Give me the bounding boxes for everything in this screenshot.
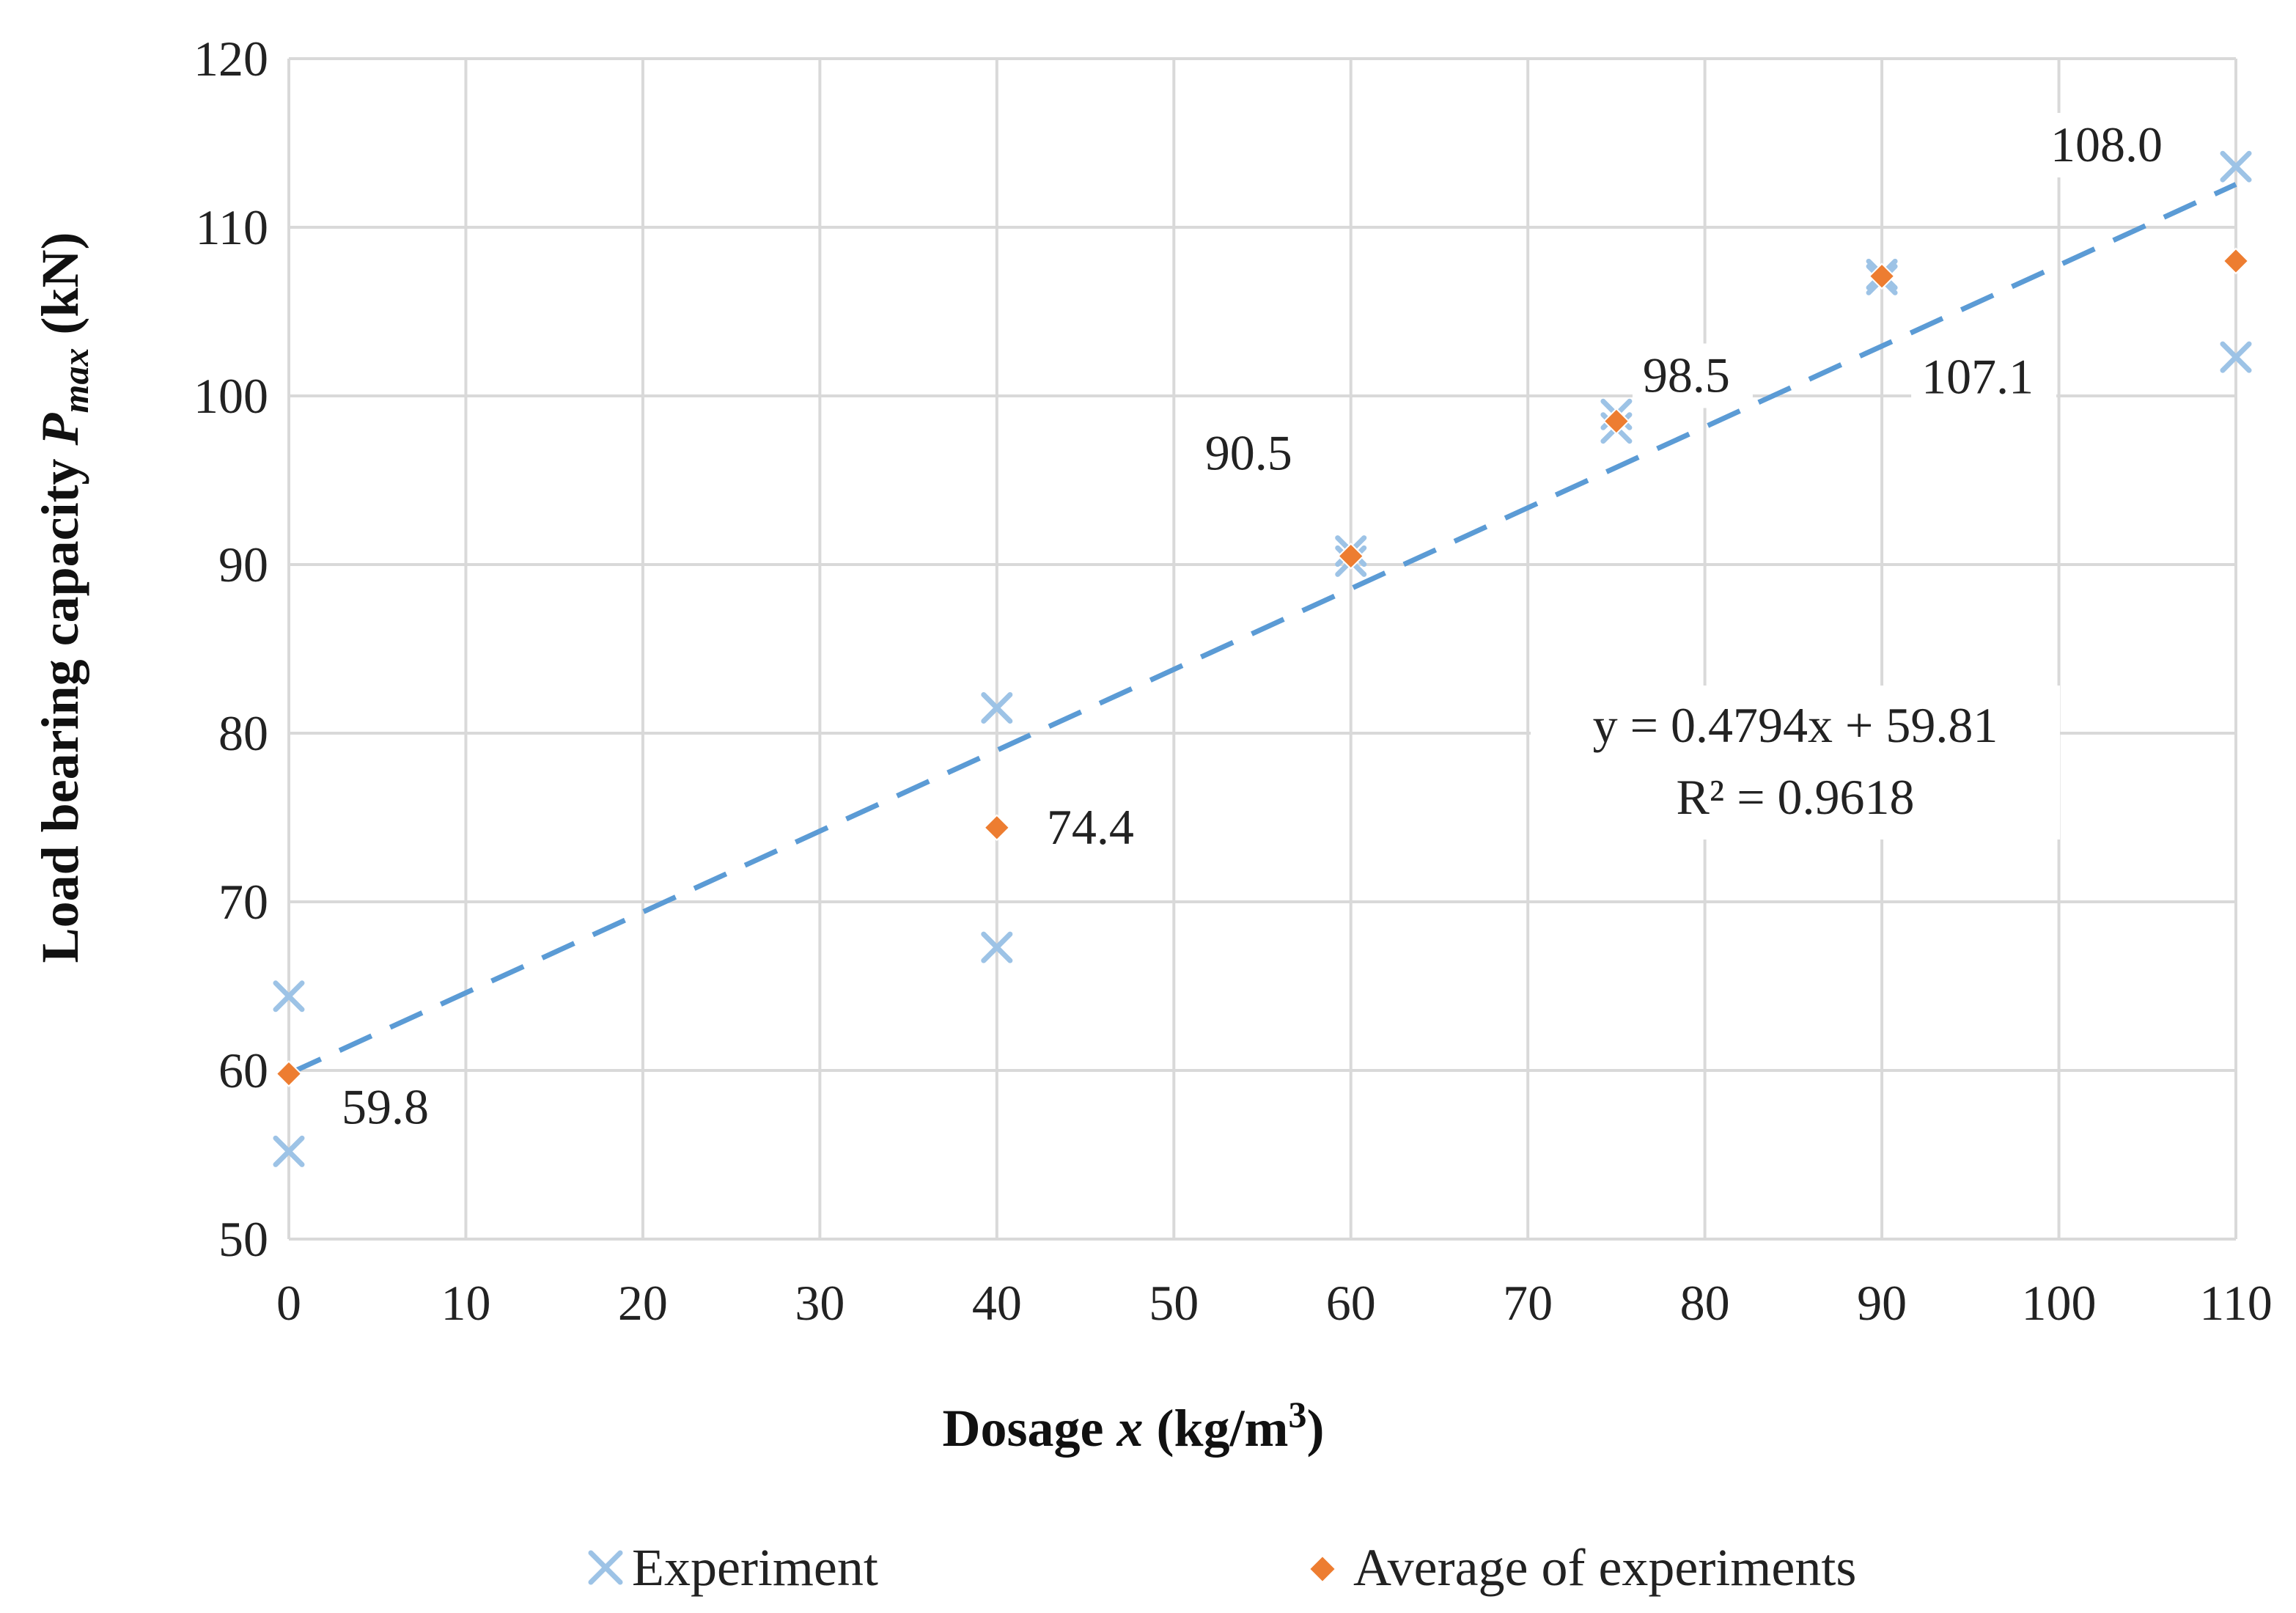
legend-experiment-label: Experiment: [632, 1538, 878, 1597]
x-axis-title: Dosage x (kg/m3): [943, 1394, 1325, 1458]
average-point: [1868, 262, 1896, 290]
legend-item-experiment: Experiment: [588, 1538, 878, 1597]
x-axis-title-var: x: [1116, 1399, 1144, 1458]
x-tick-label: 60: [1326, 1275, 1376, 1331]
trendline-equation: y = 0.4794x + 59.81 R² = 0.9618: [1531, 686, 2060, 839]
x-tick-label: 80: [1680, 1275, 1730, 1331]
x-tick-label: 40: [972, 1275, 1022, 1331]
y-axis-title: Load bearing capacity Pmax (kN): [31, 232, 96, 963]
data-label-background: [1632, 343, 1753, 408]
experiment-point-stroke: [2220, 150, 2252, 183]
experiment-point: [981, 692, 1013, 724]
gridlines: [287, 57, 2237, 1241]
y-tick-label: 60: [218, 1043, 268, 1098]
y-tick-label: 120: [194, 31, 268, 87]
experiment-point: [2220, 341, 2252, 373]
data-label: 74.4: [1047, 799, 1134, 855]
x-axis-title-sup: 3: [1289, 1394, 1307, 1435]
experiment-point-stroke: [981, 931, 1013, 963]
tick-labels: 50 60 70 80 90 100 110 120 0 10 20 30 40 50 60 70 80 90 10…: [194, 31, 2273, 1331]
y-axis-title-var: P: [31, 412, 89, 446]
x-tick-label: 20: [618, 1275, 668, 1331]
trendline-r2-text: R² = 0.9618: [1676, 769, 1914, 825]
data-label-background: [1911, 345, 2057, 410]
experiment-point: [273, 1135, 305, 1167]
y-tick-label: 110: [196, 199, 268, 255]
y-tick-label: 90: [218, 537, 268, 592]
y-tick-label: 100: [194, 368, 268, 424]
data-label: 90.5: [1205, 425, 1292, 481]
legend-average-diamond-icon: [1308, 1554, 1337, 1584]
y-tick-label: 80: [218, 705, 268, 761]
data-labels: 59.8 74.4 90.5 98.5 107.1 108.0: [342, 113, 2173, 1135]
experiment-point-stroke: [273, 1135, 305, 1167]
x-tick-label: 30: [795, 1275, 845, 1331]
average-point: [1337, 543, 1365, 570]
average-point: [2222, 247, 2250, 275]
equation-background: [1531, 686, 2060, 839]
data-label: 107.1: [1921, 349, 2034, 405]
data-marks: [273, 150, 2252, 1167]
experiment-point: [2220, 150, 2252, 183]
data-label: 98.5: [1643, 348, 1730, 403]
experiment-point-stroke: [981, 692, 1013, 724]
y-axis-title-prefix: Load bearing capacity: [31, 445, 89, 963]
average-point: [275, 1060, 303, 1088]
average-point: [1603, 408, 1630, 435]
y-tick-label: 50: [218, 1211, 268, 1267]
x-tick-label: 10: [441, 1275, 490, 1331]
experiment-point-stroke: [2220, 341, 2252, 373]
x-axis-title-prefix: Dosage: [943, 1399, 1117, 1458]
data-label-background: [1182, 421, 1303, 486]
x-tick-label: 50: [1149, 1275, 1199, 1331]
x-tick-label: 0: [276, 1275, 301, 1331]
data-label-background: [2028, 113, 2173, 177]
legend-experiment-x-icon: [588, 1550, 623, 1585]
experiment-point: [981, 931, 1013, 963]
y-axis-title-sub: max: [55, 348, 96, 414]
data-label: 59.8: [342, 1079, 429, 1135]
trendline: [287, 182, 2237, 1076]
x-axis-title-unit: (kg/m: [1144, 1399, 1289, 1458]
y-tick-label: 70: [218, 874, 268, 930]
legend: Experiment Average of experiments: [588, 1538, 1856, 1597]
x-tick-label: 90: [1857, 1275, 1907, 1331]
x-tick-label: 70: [1503, 1275, 1553, 1331]
experiment-point-stroke: [273, 980, 305, 1013]
legend-average-label: Average of experiments: [1353, 1538, 1856, 1597]
x-axis-title-close: ): [1307, 1399, 1325, 1458]
x-tick-label: 110: [2199, 1275, 2272, 1331]
experiment-point: [273, 980, 305, 1013]
data-label: 108.0: [2050, 117, 2163, 172]
x-tick-label: 100: [2022, 1275, 2097, 1331]
y-axis-title-unit: (kN): [31, 232, 89, 348]
average-point: [983, 814, 1011, 842]
legend-item-average: Average of experiments: [1308, 1538, 1856, 1597]
trendline-equation-text: y = 0.4794x + 59.81: [1593, 697, 1998, 753]
trendline-group: [287, 182, 2237, 1076]
